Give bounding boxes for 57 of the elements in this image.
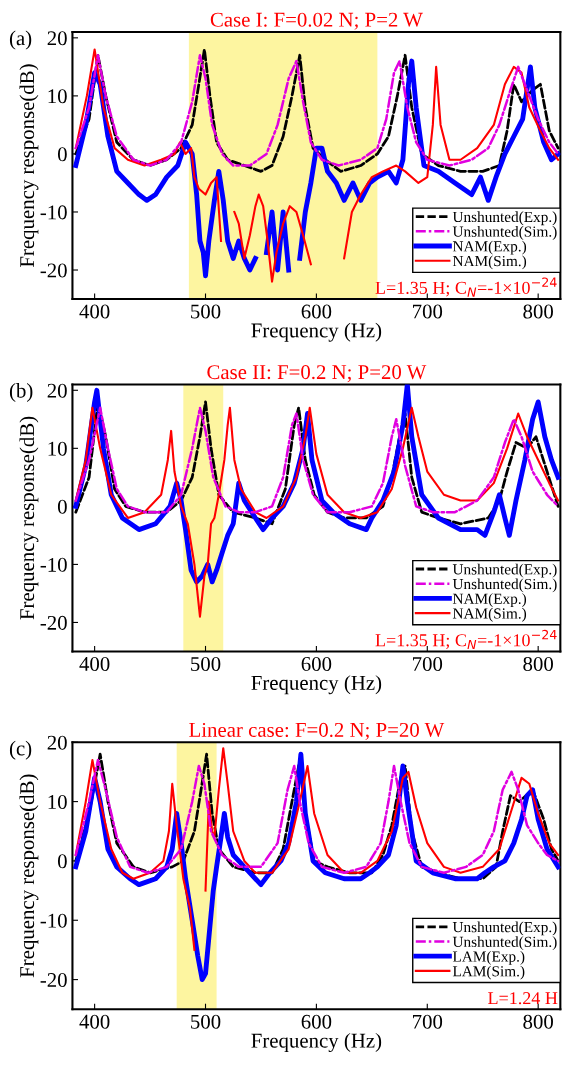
x-tick-label: 700: [413, 656, 443, 671]
x-tick-label: 600: [301, 656, 332, 671]
y-tick-label: 10: [48, 89, 67, 104]
x-tick-label: 600: [301, 304, 332, 319]
x-tick-label: 800: [523, 304, 553, 319]
x-tick-label: 700: [413, 304, 443, 319]
x-tick-label: 600: [301, 1014, 332, 1029]
x-tick-label: 700: [413, 1014, 443, 1029]
y-tick-label: -20: [40, 615, 67, 630]
x-tick-label: 500: [191, 656, 221, 671]
y-tick-label: -20: [40, 263, 67, 278]
x-tick-label: 800: [523, 656, 553, 671]
text: (a): [9, 30, 32, 50]
y-tick-label: -10: [40, 205, 67, 220]
legend-label: LAM(Sim.): [452, 965, 525, 980]
x-tick-label: 400: [79, 1014, 110, 1029]
legend-label: NAM(Sim.): [452, 255, 527, 270]
annotation: L=1.35 H; C$_{N}$=-1×10$^{−24}$: [375, 277, 557, 297]
x-tick-label: 400: [79, 656, 110, 671]
y-tick-label: 0: [57, 854, 67, 869]
x-axis-title: Frequency (Hz): [251, 1033, 382, 1052]
legend-label: NAM(Exp.): [452, 593, 527, 608]
y-tick-label: -10: [40, 913, 67, 928]
chart-title: Case II: F=0.2 N; P=20 W: [207, 365, 427, 383]
text: (b): [9, 383, 33, 402]
legend-label: Unshunted(Exp.): [452, 563, 557, 578]
legend-label: LAM(Exp.): [452, 950, 525, 965]
annotation: L=1.35 H; C$_{N}$=-1×10$^{−24}$: [375, 629, 557, 650]
y-tick-label: 20: [47, 31, 67, 46]
text: (c): [9, 740, 32, 760]
legend-label: NAM(Exp.): [452, 240, 527, 255]
annotation: L=1.24 H: [488, 992, 558, 1005]
legend-label: Unshunted(Sim.): [452, 936, 557, 951]
legend-label: Unshunted(Sim.): [452, 226, 557, 240]
x-axis-title: Frequency (Hz): [251, 322, 382, 342]
legend-label: Unshunted(Sim.): [452, 578, 557, 593]
x-tick-label: 500: [191, 304, 221, 319]
chart-title: Linear case: F=0.2 N; P=20 W: [189, 722, 445, 740]
x-tick-label: 800: [523, 1014, 553, 1029]
x-tick-label: 400: [79, 304, 110, 319]
y-tick-label: 10: [48, 794, 67, 810]
y-axis-title: Frequency response(dB): [19, 774, 39, 978]
x-axis-title: Frequency (Hz): [251, 675, 382, 695]
y-tick-label: 20: [47, 735, 67, 750]
y-axis-title: Frequency response(dB): [19, 416, 39, 620]
y-tick-label: 0: [57, 499, 67, 514]
y-axis-title: Frequency response(dB): [19, 64, 39, 268]
legend-label: Unshunted(Exp.): [452, 921, 557, 936]
x-tick-label: 500: [191, 1014, 221, 1029]
legend-label: NAM(Sim.): [452, 607, 527, 622]
y-tick-label: -20: [40, 972, 67, 988]
chart-title: Case I: F=0.02 N; P=2 W: [210, 12, 423, 30]
y-tick-label: -10: [40, 557, 67, 572]
y-tick-label: 20: [47, 383, 67, 398]
y-tick-label: 10: [48, 441, 67, 456]
legend-label: Unshunted(Exp.): [452, 211, 557, 226]
y-tick-label: 0: [57, 147, 67, 162]
